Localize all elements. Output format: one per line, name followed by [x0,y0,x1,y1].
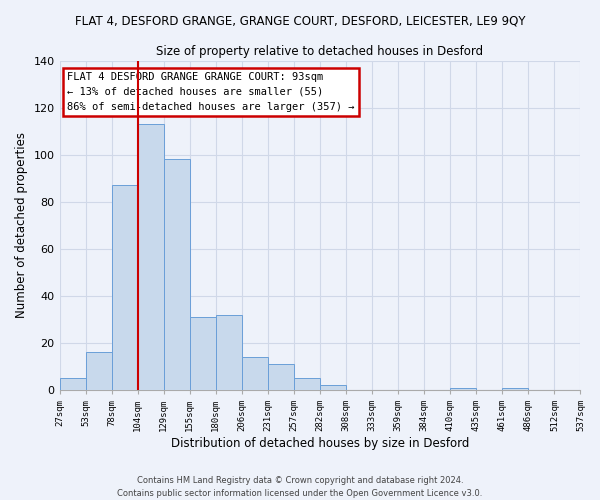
Text: Contains HM Land Registry data © Crown copyright and database right 2024.
Contai: Contains HM Land Registry data © Crown c… [118,476,482,498]
Bar [242,357,268,390]
Text: FLAT 4, DESFORD GRANGE, GRANGE COURT, DESFORD, LEICESTER, LE9 9QY: FLAT 4, DESFORD GRANGE, GRANGE COURT, DE… [75,15,525,28]
Bar [112,186,137,390]
Text: FLAT 4 DESFORD GRANGE GRANGE COURT: 93sqm
← 13% of detached houses are smaller (: FLAT 4 DESFORD GRANGE GRANGE COURT: 93sq… [67,72,355,112]
X-axis label: Distribution of detached houses by size in Desford: Distribution of detached houses by size … [171,437,469,450]
Bar [137,124,164,390]
Bar [86,352,112,390]
Title: Size of property relative to detached houses in Desford: Size of property relative to detached ho… [157,45,484,58]
Bar [294,378,320,390]
Bar [59,378,86,390]
Bar [502,388,529,390]
Y-axis label: Number of detached properties: Number of detached properties [15,132,28,318]
Bar [450,388,476,390]
Bar [216,315,242,390]
Bar [164,160,190,390]
Bar [268,364,294,390]
Bar [320,386,346,390]
Bar [190,317,216,390]
